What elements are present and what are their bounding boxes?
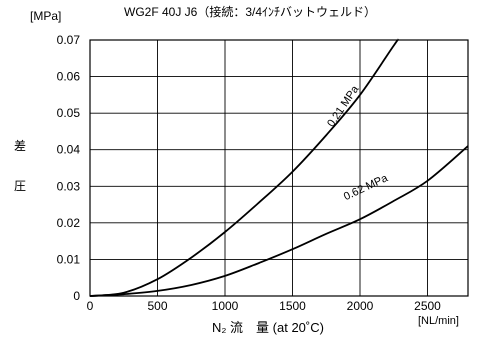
x-tick-label: 2500: [414, 299, 441, 313]
y-tick-label: 0.01: [57, 252, 81, 266]
series-annotations: 0.21 MPa 0.62 MPa: [325, 83, 390, 203]
x-tick-label: 1500: [279, 299, 306, 313]
y-tick-label: 0.05: [57, 106, 81, 120]
y-tick-label: 0.06: [57, 70, 81, 84]
x-tick-label: 2000: [347, 299, 374, 313]
y-tick-label: 0.07: [57, 33, 81, 47]
plot-frame: [89, 39, 469, 297]
series-label: 0.62 MPa: [342, 172, 391, 203]
x-tick-label: 0: [87, 299, 94, 313]
tick-labels: 0 0.01 0.02 0.03 0.04 0.05 0.06 0.07 0 500 1000 150…: [57, 33, 442, 313]
chart-title: WG2F 40J J6（接続：3/4ｲﾝﾁバットウェルド）: [124, 4, 376, 19]
series-line: [89, 145, 469, 297]
y-tick-label: 0.03: [57, 179, 81, 193]
series-line: [89, 38, 399, 297]
y-axis-unit: [MPa]: [30, 9, 61, 23]
y-tick-label: 0.04: [57, 143, 81, 157]
x-axis-label: N₂ 流 量 (at 20˚C): [212, 320, 324, 335]
y-tick-label: 0.02: [57, 216, 81, 230]
x-axis-unit: [NL/min]: [418, 315, 459, 327]
y-tick-label: 0: [73, 289, 80, 303]
y-axis-label-char-2: 圧: [14, 179, 26, 193]
grid: [90, 40, 468, 296]
series-layer: [89, 38, 469, 297]
x-tick-label: 500: [147, 299, 167, 313]
y-axis-label-char-1: 差: [14, 139, 26, 153]
series-label: 0.21 MPa: [325, 83, 362, 129]
x-tick-label: 1000: [212, 299, 239, 313]
